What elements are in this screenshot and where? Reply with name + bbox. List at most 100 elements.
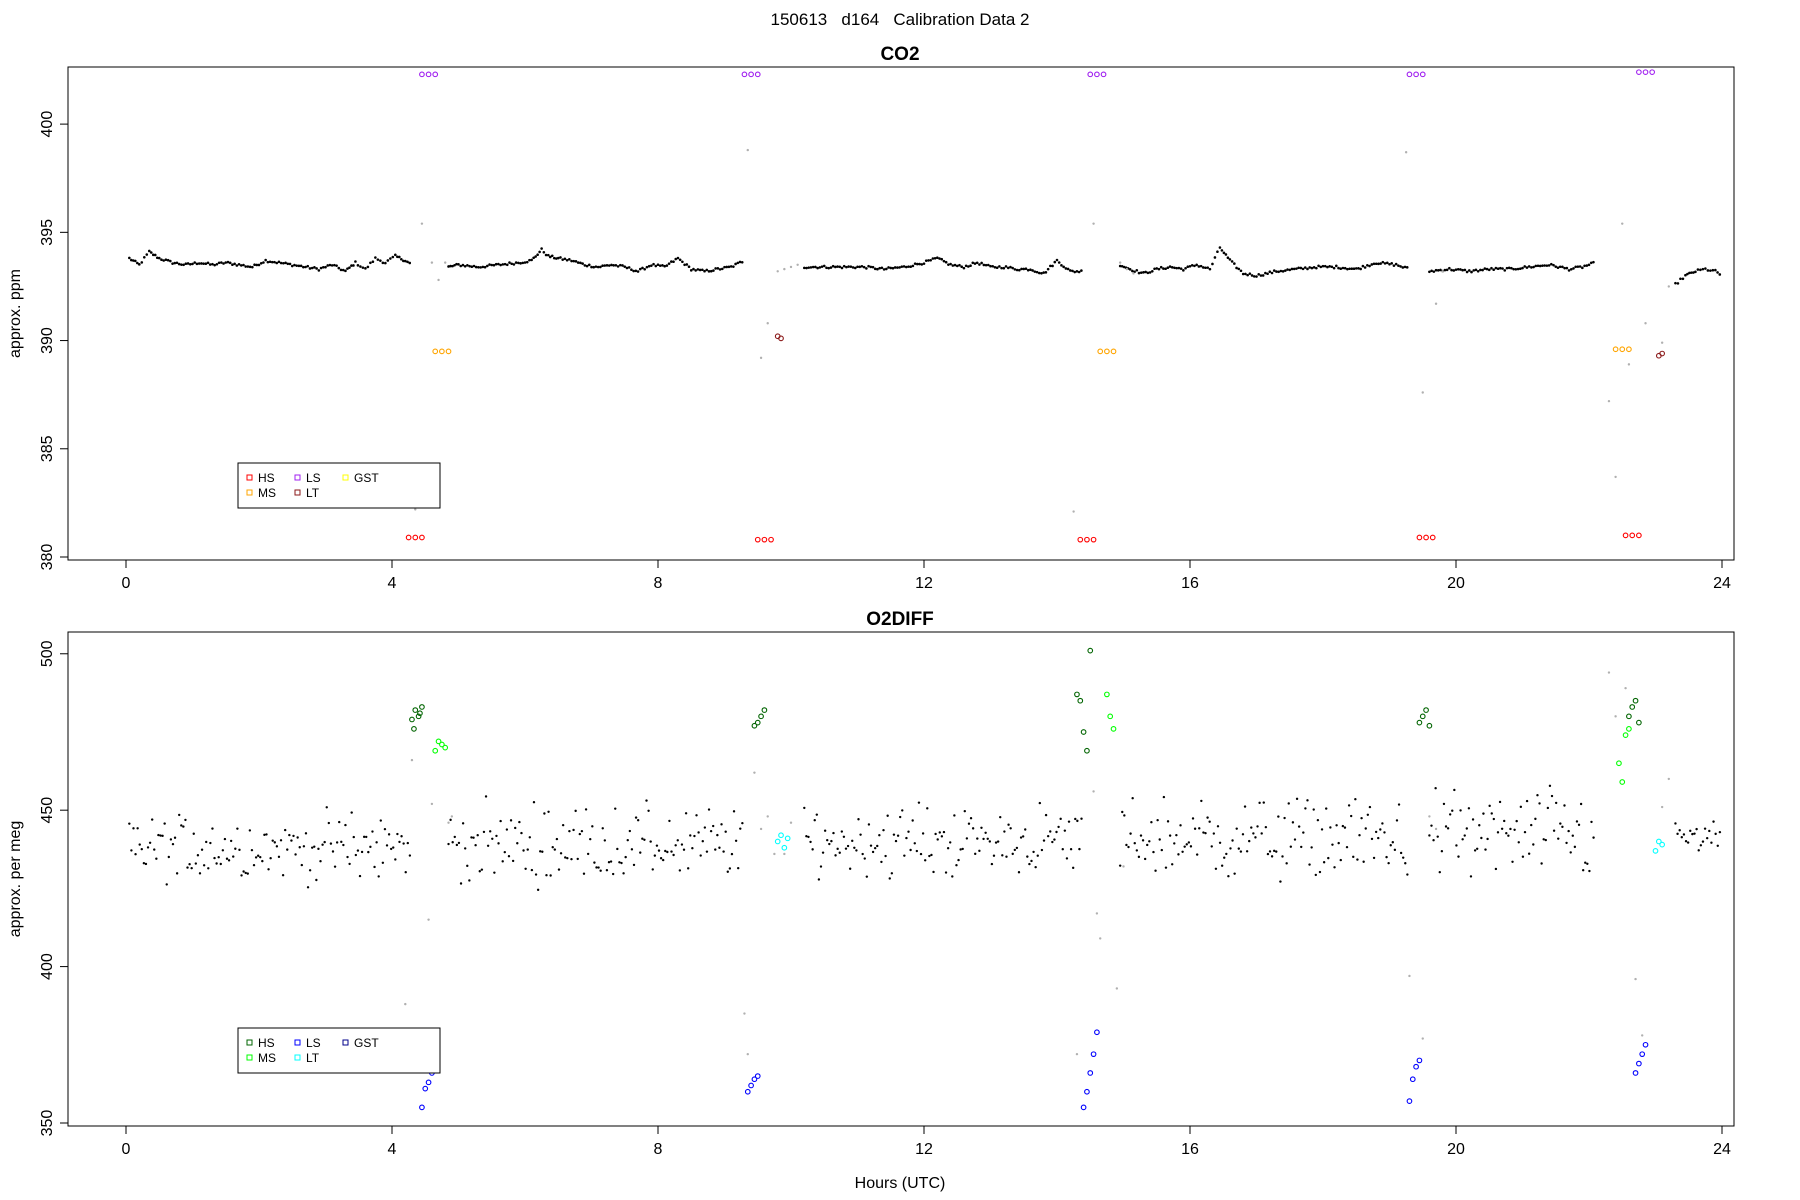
o2diff-sample-point [1557,837,1560,840]
co2-sample-point [350,264,353,267]
co2-y-axis-label: approx. ppm [7,269,24,358]
o2diff-sample-point [909,848,912,852]
o2diff-sample-point [1588,869,1591,873]
co2-sample-point [933,256,937,260]
o2diff-sample-point [1352,855,1355,859]
co2-sample-point [614,263,618,267]
co2-sample-point [528,258,531,262]
o2diff-sample-point [1569,851,1572,854]
o2diff-sample-point [1189,845,1193,848]
o2diff-lt-point [1652,847,1659,854]
co2-sample-point [720,267,724,271]
co2-sample-point [1465,270,1469,274]
co2-sample-point [470,265,474,269]
co2-sample-point [1164,267,1167,271]
co2-x-tick-label: 8 [654,575,663,592]
co2-sample-point [1718,273,1722,276]
o2diff-sample-point [1308,863,1311,866]
co2-sample-point [519,262,522,265]
o2diff-hs-point [1426,722,1433,729]
o2diff-sample-point [834,854,837,857]
co2-sample-point [885,267,888,271]
o2diff-sample-point [1193,827,1197,830]
co2-legend-swatch-ms [246,489,253,496]
co2-sample-point [1688,271,1691,275]
co2-sample-point [213,263,216,267]
o2diff-sample-point [1701,840,1705,843]
co2-sample-point [1561,265,1564,269]
co2-transition-point [420,222,424,225]
co2-hs-point [412,534,419,541]
co2-sample-point [472,264,476,268]
co2-sample-point [262,261,265,264]
o2diff-sample-point [1708,829,1711,833]
co2-sample-point [1018,268,1021,272]
o2diff-sample-point [221,849,225,852]
co2-legend-label-ls: LS [306,471,321,485]
co2-sample-point [268,260,272,264]
co2-sample-point [1330,265,1334,269]
co2-sample-point [389,257,392,260]
o2diff-sample-point [1218,841,1222,845]
co2-x-tick-label: 20 [1447,575,1465,592]
co2-hs-point [1416,534,1423,541]
o2diff-sample-point [1525,799,1529,803]
o2diff-sample-point [1513,828,1516,831]
co2-sample-point [1004,265,1008,268]
o2diff-transition-point [404,1002,407,1006]
co2-sample-point [1452,269,1456,272]
co2-sample-point [1578,265,1582,268]
o2diff-sample-point [466,864,469,868]
co2-sample-point [226,260,230,264]
o2diff-sample-point [1385,855,1388,859]
o2diff-sample-point [718,846,721,849]
o2diff-sample-point [335,841,339,844]
o2diff-sample-point [699,854,702,857]
o2diff-sample-point [1511,860,1514,863]
o2diff-sample-point [1061,847,1064,851]
o2diff-sample-point [1123,814,1126,817]
o2diff-transition-point [1624,686,1627,690]
o2diff-sample-point [1519,805,1523,809]
o2diff-sample-point [982,837,985,841]
co2-sample-point [1690,271,1693,274]
o2diff-sample-point [1268,850,1272,853]
o2diff-sample-point [634,816,638,819]
co2-sample-point [610,263,613,267]
co2-sample-point [461,263,465,267]
o2diff-sample-point [632,863,636,867]
o2diff-sample-point [974,852,977,856]
o2diff-sample-point [894,839,898,843]
co2-sample-point [734,262,737,266]
co2-sample-point [740,260,744,264]
o2diff-sample-point [555,837,559,841]
o2diff-sample-point [1300,845,1303,849]
o2diff-sample-point [455,843,459,847]
o2diff-hs-point [1077,697,1084,704]
co2-sample-point [1040,271,1043,275]
o2diff-sample-point [468,879,471,882]
o2diff-sample-point [171,842,175,846]
o2diff-sample-point [1289,845,1293,848]
o2diff-sample-point [476,834,479,837]
o2diff-sample-point [1699,844,1703,847]
o2diff-sample-point [1463,834,1466,837]
o2diff-sample-point [1137,855,1141,859]
co2-sample-point [882,268,886,271]
o2diff-sample-point [838,851,841,854]
co2-sample-point [645,265,649,269]
o2diff-sample-point [992,854,996,857]
o2diff-sample-point [1492,817,1496,821]
co2-sample-point [880,266,884,270]
o2diff-sample-point [1135,849,1139,852]
co2-sample-point [1694,270,1697,274]
co2-sample-point [1581,266,1584,270]
o2diff-sample-point [1358,833,1361,837]
co2-sample-point [277,260,281,264]
co2-ls-point [748,71,754,78]
o2diff-sample-point [682,848,686,851]
o2diff-sample-point [566,856,569,860]
co2-sample-point [1547,264,1551,267]
o2diff-sample-point [1158,838,1161,841]
o2diff-sample-point [259,855,262,859]
